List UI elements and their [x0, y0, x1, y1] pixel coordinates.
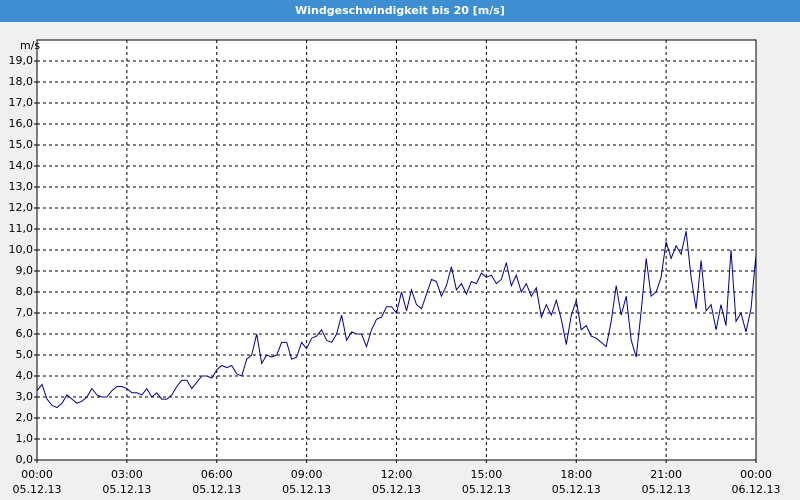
x-tick-label: 09:00	[291, 468, 323, 481]
x-tick-label: 05.12.13	[552, 483, 601, 496]
y-tick-label: 0,0	[16, 453, 34, 466]
y-tick-label: 11,0	[9, 222, 34, 235]
x-tick-label: 00:00	[740, 468, 772, 481]
x-tick-label: 18:00	[560, 468, 592, 481]
y-tick-label: 4,0	[16, 369, 34, 382]
y-tick-label: 19,0	[9, 54, 34, 67]
y-axis-label: m/s	[20, 39, 40, 52]
x-tick-label: 00:00	[21, 468, 53, 481]
y-tick-label: 12,0	[9, 201, 34, 214]
x-tick-label: 06:00	[201, 468, 233, 481]
y-tick-label: 13,0	[9, 180, 34, 193]
x-tick-label: 21:00	[650, 468, 682, 481]
x-tick-label: 05.12.13	[102, 483, 151, 496]
title-bar	[0, 0, 800, 22]
y-tick-label: 7,0	[16, 306, 34, 319]
y-tick-label: 14,0	[9, 159, 34, 172]
y-tick-label: 16,0	[9, 117, 34, 130]
y-tick-label: 10,0	[9, 243, 34, 256]
y-tick-label: 1,0	[16, 432, 34, 445]
y-tick-label: 9,0	[16, 264, 34, 277]
x-tick-label: 15:00	[471, 468, 503, 481]
chart-title: Windgeschwindigkeit bis 20 [m/s]	[295, 4, 505, 17]
x-tick-label: 06.12.13	[732, 483, 781, 496]
y-tick-label: 18,0	[9, 75, 34, 88]
y-tick-label: 6,0	[16, 327, 34, 340]
y-tick-label: 3,0	[16, 390, 34, 403]
y-tick-label: 17,0	[9, 96, 34, 109]
x-tick-label: 03:00	[111, 468, 143, 481]
x-tick-label: 05.12.13	[13, 483, 62, 496]
data-line	[36, 230, 757, 409]
y-tick-label: 15,0	[9, 138, 34, 151]
x-tick-label: 05.12.13	[372, 483, 421, 496]
x-tick-label: 05.12.13	[642, 483, 691, 496]
y-tick-label: 5,0	[16, 348, 34, 361]
x-tick-label: 05.12.13	[462, 483, 511, 496]
x-tick-label: 05.12.13	[282, 483, 331, 496]
x-tick-label: 05.12.13	[192, 483, 241, 496]
y-tick-label: 2,0	[16, 411, 34, 424]
x-tick-label: 12:00	[381, 468, 413, 481]
y-tick-label: 8,0	[16, 285, 34, 298]
